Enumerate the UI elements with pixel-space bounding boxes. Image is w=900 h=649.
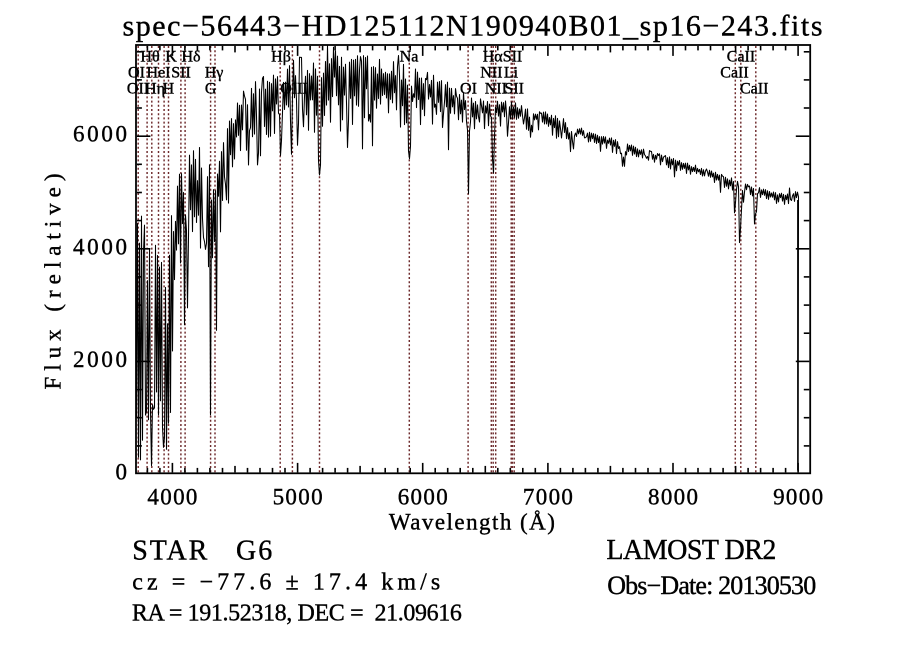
svg-text:OI: OI <box>460 81 477 98</box>
svg-text:7000: 7000 <box>523 484 573 509</box>
svg-text:Obs−Date: 20130530: Obs−Date: 20130530 <box>607 571 816 600</box>
svg-text:8000: 8000 <box>648 484 698 509</box>
svg-text:Hθ: Hθ <box>140 49 159 66</box>
svg-text:5000: 5000 <box>273 484 323 509</box>
svg-text:0: 0 <box>116 460 128 485</box>
svg-text:RA = 191.52318, DEC = 21.0961: RA = 191.52318, DEC = 21.09616 <box>132 601 462 627</box>
svg-text:Flux (relative): Flux (relative) <box>41 174 66 390</box>
svg-text:SII: SII <box>504 81 524 98</box>
svg-text:6000: 6000 <box>398 484 448 509</box>
svg-text:HαSII: HαSII <box>483 49 523 66</box>
svg-text:Hβ: Hβ <box>271 49 291 66</box>
svg-text:LAMOST DR2: LAMOST DR2 <box>606 535 776 566</box>
svg-text:CaII: CaII <box>720 65 748 82</box>
svg-text:NII: NII <box>480 65 502 82</box>
svg-text:STAR G6: STAR G6 <box>132 536 272 567</box>
svg-text:SII: SII <box>171 65 191 82</box>
svg-text:CaII: CaII <box>740 81 768 98</box>
svg-text:4000: 4000 <box>147 484 197 509</box>
svg-text:HeI: HeI <box>147 65 171 82</box>
svg-text:Hη: Hη <box>145 81 165 98</box>
svg-text:9000: 9000 <box>773 484 823 509</box>
svg-text:G: G <box>205 81 217 98</box>
svg-text:CaII: CaII <box>727 49 755 66</box>
svg-text:NII: NII <box>485 81 507 98</box>
svg-text:spec−56443−HD125112N190940B01_: spec−56443−HD125112N190940B01_sp16−243.f… <box>123 10 823 43</box>
svg-text:OII: OII <box>127 81 149 98</box>
svg-text:cz = −77.6 ± 17.4 km/s: cz = −77.6 ± 17.4 km/s <box>132 570 440 596</box>
svg-text:OIII: OIII <box>280 81 308 98</box>
svg-text:Wavelength (Å): Wavelength (Å) <box>389 509 555 534</box>
svg-text:K: K <box>165 49 177 66</box>
svg-text:Li: Li <box>504 65 519 82</box>
svg-text:H: H <box>163 81 175 98</box>
svg-text:Hδ: Hδ <box>181 49 200 66</box>
svg-text:Na: Na <box>400 49 419 66</box>
svg-text:OI: OI <box>128 65 145 82</box>
svg-text:Hγ: Hγ <box>205 65 224 82</box>
